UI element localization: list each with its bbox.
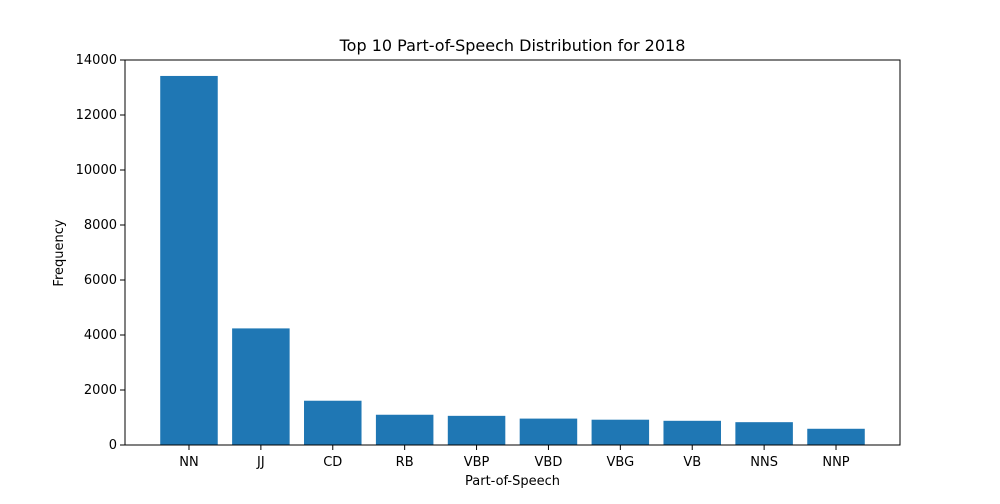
y-tick-label: 14000	[76, 53, 117, 68]
x-tick-label-vbp: VBP	[464, 455, 490, 470]
y-axis: 0 2000 4000 6000 8000 10000 12000 14000	[76, 53, 125, 453]
y-tick-label: 6000	[84, 273, 117, 288]
y-tick-label: 8000	[84, 218, 117, 233]
x-axis: NN JJ CD RB VBP VBD VBG VB NNS NNP	[179, 445, 850, 470]
chart-title: Top 10 Part-of-Speech Distribution for 2…	[339, 36, 686, 55]
x-tick-label-cd: CD	[323, 455, 342, 470]
y-tick-label: 12000	[76, 108, 117, 123]
x-tick-label-vb: VB	[683, 455, 701, 470]
bar-vbd	[519, 418, 578, 445]
bar-nns	[735, 422, 793, 445]
y-tick-label: 0	[109, 438, 117, 453]
x-tick-label-nnp: NNP	[822, 455, 849, 470]
bar-nnp	[807, 428, 865, 445]
bar-rb	[375, 414, 434, 445]
bar-vbg	[591, 419, 650, 445]
bar-vb	[663, 420, 721, 445]
bar-vbp	[447, 415, 506, 445]
y-tick-label: 4000	[84, 328, 117, 343]
x-tick-label-vbg: VBG	[607, 455, 635, 470]
bar-jj	[232, 328, 290, 445]
y-tick-label: 2000	[84, 383, 117, 398]
bar-cd	[304, 400, 362, 445]
x-tick-label-nns: NNS	[750, 455, 778, 470]
x-axis-label: Part-of-Speech	[465, 474, 560, 489]
x-tick-label-jj: JJ	[256, 455, 265, 470]
plot-frame	[124, 59, 901, 446]
y-axis-label: Frequency	[52, 219, 67, 286]
y-tick-label: 10000	[76, 163, 117, 178]
bar-nn	[160, 75, 218, 445]
x-tick-label-rb: RB	[396, 455, 414, 470]
bars-group	[160, 75, 865, 445]
x-tick-label-nn: NN	[179, 455, 198, 470]
x-tick-label-vbd: VBD	[535, 455, 563, 470]
